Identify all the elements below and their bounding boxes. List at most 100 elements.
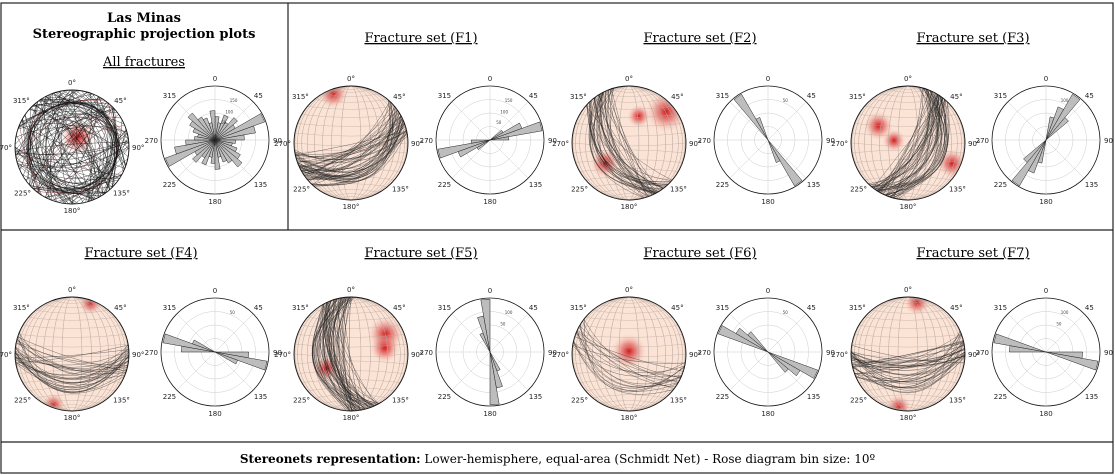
fracture-plane bbox=[297, 123, 405, 163]
set-label: Fracture set (F3) bbox=[916, 31, 1029, 46]
net-meridian bbox=[301, 86, 401, 200]
fracture-plane bbox=[886, 90, 930, 196]
net-parallel bbox=[15, 353, 129, 358]
rose-tick-label: 180 bbox=[761, 410, 774, 418]
net-meridian bbox=[579, 86, 679, 200]
net-parallel bbox=[35, 394, 109, 398]
net-parallel bbox=[592, 394, 666, 398]
stereonet-tick-label: 90° bbox=[132, 351, 144, 359]
net-meridian bbox=[575, 297, 683, 411]
rose-diagram: 150 100 50 0 45 90 135 180 225 270 315 bbox=[145, 75, 282, 206]
fracture-plane bbox=[885, 90, 931, 196]
net-meridian bbox=[43, 297, 101, 411]
fracture-plane bbox=[851, 351, 965, 371]
net-parallel bbox=[619, 406, 639, 411]
rose-tick-label: 225 bbox=[163, 393, 176, 401]
stereonet-tick-label: 180° bbox=[900, 414, 917, 422]
rose-petal bbox=[437, 139, 491, 159]
rose-spoke bbox=[1045, 351, 1085, 391]
stereonet-primitive bbox=[14, 89, 130, 205]
rose-tick-label: 45 bbox=[254, 92, 263, 100]
fracture-plane bbox=[325, 301, 375, 407]
fracture-plane bbox=[582, 320, 676, 388]
net-parallel bbox=[585, 317, 673, 321]
rose-petal bbox=[470, 139, 491, 144]
rose-tick-label: 135 bbox=[1085, 181, 1098, 189]
rose-diagram: 100 50 0 45 90 135 180 225 270 315 bbox=[976, 287, 1113, 418]
fracture-plane bbox=[598, 88, 645, 199]
density-contour bbox=[886, 394, 912, 411]
rose-ring-label: 50 bbox=[783, 98, 789, 103]
fracture-plane bbox=[851, 351, 965, 388]
stereonet bbox=[572, 297, 686, 411]
fracture-plane bbox=[16, 338, 128, 376]
fracture-plane bbox=[300, 116, 402, 170]
net-parallel bbox=[307, 317, 395, 321]
fracture-plane bbox=[851, 347, 965, 368]
rose-ring-label: 50 bbox=[783, 310, 789, 315]
rose-petal bbox=[489, 121, 543, 141]
fracture-plane bbox=[326, 297, 353, 411]
net-meridian bbox=[331, 297, 371, 411]
net-parallel bbox=[898, 195, 918, 200]
net-meridian bbox=[28, 297, 116, 411]
fracture-plane bbox=[15, 350, 129, 366]
rose-petal bbox=[214, 351, 238, 365]
stereonet-tick-label: 45° bbox=[671, 304, 683, 312]
net-parallel bbox=[314, 99, 388, 103]
net-parallel bbox=[879, 400, 937, 404]
net-parallel bbox=[585, 106, 673, 110]
fracture-plane bbox=[298, 121, 405, 178]
net-meridian bbox=[322, 297, 380, 411]
fracture-plane bbox=[873, 97, 944, 189]
net-parallel bbox=[854, 334, 962, 338]
rose-spoke bbox=[729, 351, 769, 391]
fracture-plane bbox=[17, 128, 127, 194]
fracture-plane bbox=[40, 99, 104, 195]
net-parallel bbox=[301, 325, 401, 329]
stereonet-tick-label: 315° bbox=[292, 304, 309, 312]
stereonet-tick-label: 180° bbox=[900, 203, 917, 211]
fracture-plane bbox=[594, 97, 664, 189]
net-parallel bbox=[22, 379, 122, 383]
rose-tick-label: 225 bbox=[716, 181, 729, 189]
net-parallel bbox=[294, 142, 408, 147]
rose-tick-label: 90 bbox=[1104, 349, 1113, 357]
net-parallel bbox=[572, 149, 686, 154]
rose-spoke bbox=[451, 101, 491, 141]
rose-petal bbox=[767, 139, 803, 187]
rose-petal bbox=[489, 351, 500, 406]
fracture-plane bbox=[873, 97, 944, 189]
rose-spoke bbox=[1007, 313, 1047, 353]
rose-tick-label: 270 bbox=[976, 137, 989, 145]
net-parallel bbox=[62, 406, 82, 411]
fracture-plane bbox=[855, 330, 961, 383]
fracture-plane bbox=[876, 95, 940, 191]
net-parallel bbox=[851, 132, 965, 137]
fracture-plane bbox=[327, 301, 373, 407]
net-parallel bbox=[18, 334, 126, 338]
density-contour bbox=[904, 297, 930, 315]
rose-tick-label: 90 bbox=[826, 349, 835, 357]
rose-ring-label: 100 bbox=[225, 109, 233, 114]
fracture-plane bbox=[579, 325, 679, 383]
fracture-plane bbox=[16, 342, 128, 366]
rose-ring-label: 50 bbox=[1056, 321, 1062, 326]
net-parallel bbox=[572, 343, 686, 348]
fracture-plane bbox=[887, 89, 930, 197]
net-meridian bbox=[600, 86, 658, 200]
stereonet-tick-label: 315° bbox=[570, 304, 587, 312]
rose-ring-label: 150 bbox=[230, 98, 238, 103]
fracture-plane bbox=[873, 97, 946, 189]
rose-spoke bbox=[489, 101, 529, 141]
rose-spoke bbox=[1007, 351, 1047, 391]
stereonet-primitive bbox=[293, 296, 409, 412]
rose-tick-label: 315 bbox=[163, 92, 176, 100]
rose-tick-label: 270 bbox=[420, 349, 433, 357]
fracture-plane bbox=[872, 97, 944, 189]
fracture-plane bbox=[854, 334, 962, 374]
net-meridian bbox=[585, 86, 673, 200]
rose-tick-label: 315 bbox=[994, 92, 1007, 100]
net-parallel bbox=[871, 310, 945, 314]
net-meridian bbox=[854, 86, 962, 200]
